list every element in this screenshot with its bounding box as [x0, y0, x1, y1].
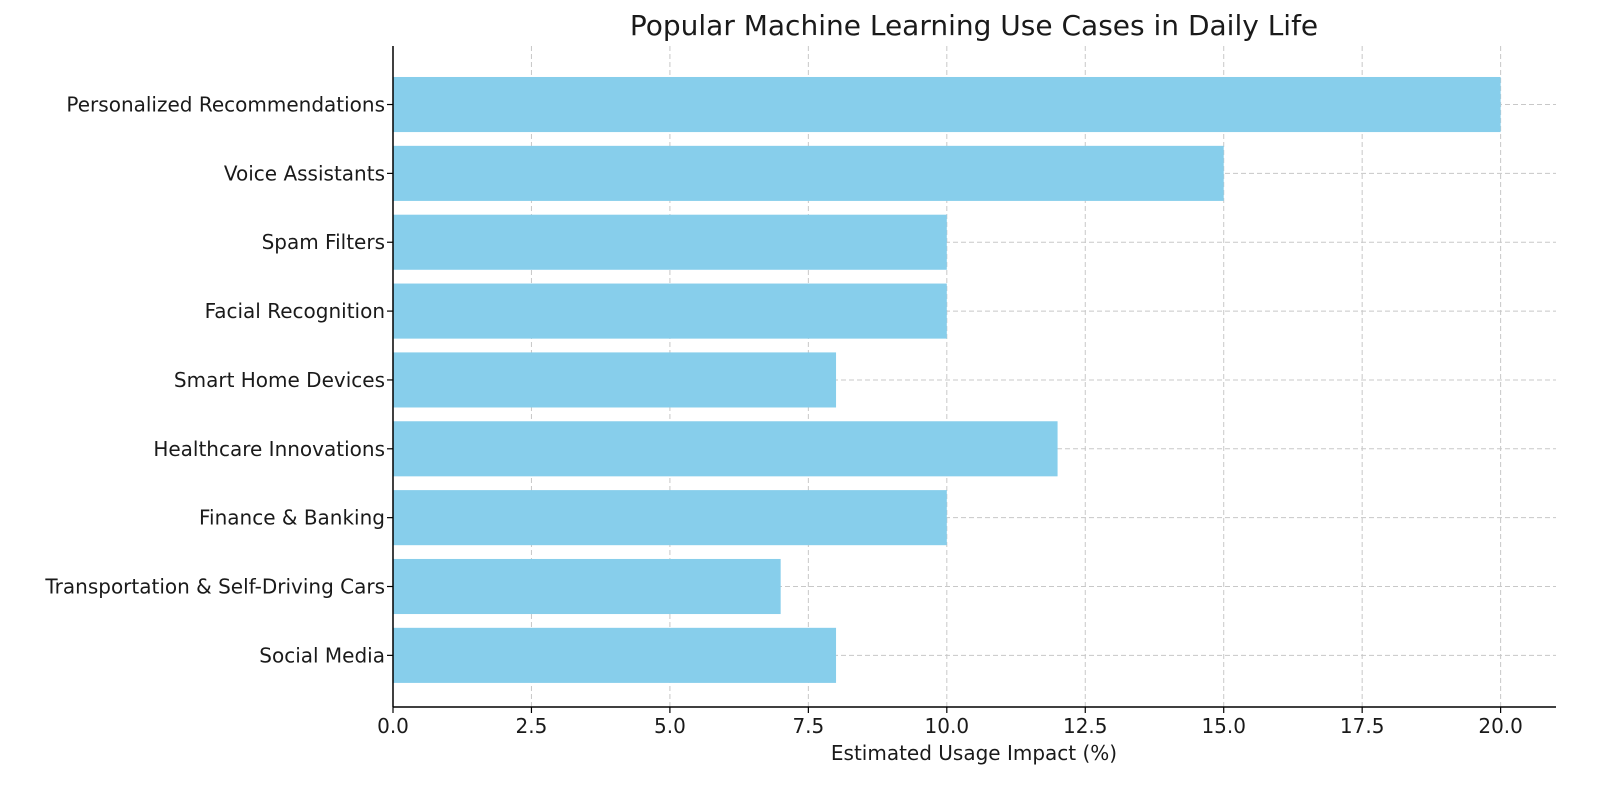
- x-tick-label: 10.0: [925, 714, 970, 738]
- x-tick-label: 2.5: [516, 714, 548, 738]
- y-tick-label: Spam Filters: [262, 230, 385, 254]
- x-tick-layer: 0.0 2.5 5.0 7.5 10.0 12.5 15.0 17.5 20.0: [377, 707, 1523, 738]
- y-tick-label: Facial Recognition: [205, 299, 385, 323]
- x-tick-label: 12.5: [1063, 714, 1108, 738]
- bar: [393, 558, 781, 615]
- bar-layer: [393, 76, 1501, 683]
- bar: [393, 421, 1058, 477]
- x-tick-label: 17.5: [1340, 714, 1385, 738]
- y-tick-label: Transportation & Self-Driving Cars: [44, 575, 385, 599]
- bar: [393, 76, 1501, 133]
- x-tick-label: 7.5: [792, 714, 824, 738]
- x-tick-label: 0.0: [377, 714, 409, 738]
- bar: [393, 145, 1224, 201]
- bar: [393, 283, 947, 339]
- bar: [393, 627, 837, 683]
- y-tick-layer: Personalized Recommendations Voice Assist…: [44, 93, 393, 667]
- chart-title: Popular Machine Learning Use Cases in Da…: [630, 9, 1318, 42]
- x-tick-label: 15.0: [1201, 714, 1246, 738]
- y-tick-label: Voice Assistants: [224, 161, 385, 185]
- x-axis-title: Estimated Usage Impact (%): [831, 741, 1117, 765]
- y-tick-label: Finance & Banking: [199, 506, 385, 530]
- x-tick-label: 5.0: [654, 714, 686, 738]
- y-tick-label: Personalized Recommendations: [66, 93, 385, 117]
- x-tick-label: 20.0: [1478, 714, 1523, 738]
- bar: [393, 352, 837, 408]
- bar: [393, 214, 947, 270]
- y-tick-label: Social Media: [259, 643, 385, 667]
- y-tick-label: Healthcare Innovations: [153, 437, 385, 461]
- bar: [393, 490, 947, 546]
- y-tick-label: Smart Home Devices: [174, 368, 385, 392]
